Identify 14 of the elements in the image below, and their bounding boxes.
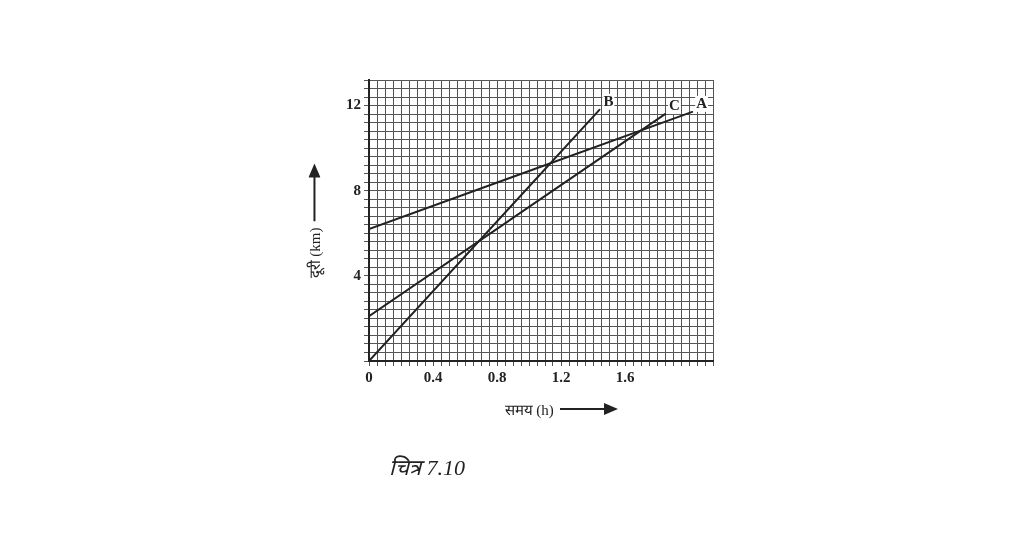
y-tick-label: 8 — [353, 181, 361, 198]
series-label: B — [603, 93, 614, 110]
series-label: A — [696, 95, 708, 112]
text: चित्र 7.10 — [389, 454, 465, 481]
x-tick-label: 1.6 — [615, 368, 635, 385]
y-tick-label: 12 — [346, 96, 361, 113]
x-tick-label: 0.8 — [487, 368, 507, 385]
series-label: C — [669, 97, 680, 114]
y-tick-label: 4 — [353, 266, 362, 283]
y-axis-title: दूरी (km) — [305, 227, 324, 278]
x-axis-title: समय (h) — [504, 401, 554, 419]
x-tick-label: 0 — [365, 368, 373, 385]
x-tick-label: 1.2 — [551, 368, 571, 385]
x-tick-label: 0.4 — [423, 368, 443, 385]
